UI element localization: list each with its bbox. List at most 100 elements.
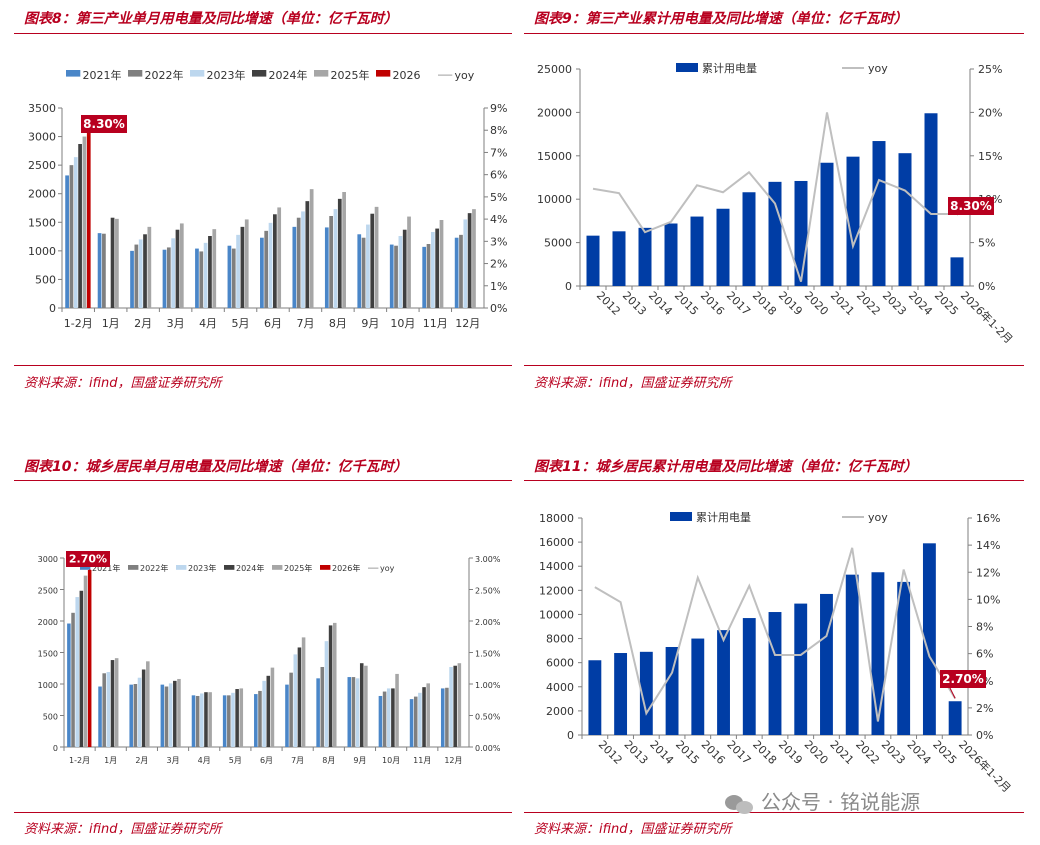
bar xyxy=(208,692,212,747)
bar xyxy=(386,688,391,747)
bar xyxy=(638,227,652,286)
bar xyxy=(141,669,146,747)
x-tick-label: 2022 xyxy=(854,289,883,318)
x-tick-label: 12月 xyxy=(455,317,480,330)
legend-label: 2022年 xyxy=(145,68,184,82)
legend-label: 2023年 xyxy=(188,563,216,573)
bar xyxy=(266,675,271,747)
legend-label: yoy xyxy=(868,511,888,524)
y2-tick-label: 12% xyxy=(976,566,1000,579)
y-tick-label: 1000 xyxy=(38,681,58,690)
legend-swatch xyxy=(272,565,283,570)
bar xyxy=(289,672,293,747)
x-tick-label: 4月 xyxy=(198,756,211,765)
bar xyxy=(296,217,301,308)
bar xyxy=(254,694,258,747)
y-tick-label: 25000 xyxy=(537,63,572,76)
bar xyxy=(357,234,362,308)
y-tick-label: 0 xyxy=(565,280,572,293)
y2-tick-label: 0.50% xyxy=(475,713,501,722)
bar xyxy=(948,701,962,735)
y2-tick-label: 9% xyxy=(490,102,507,115)
legend-label: 2024年 xyxy=(269,68,308,82)
x-tick-label: 1月 xyxy=(102,317,120,330)
bar xyxy=(204,692,208,747)
bar xyxy=(166,247,171,308)
bar xyxy=(320,666,325,747)
bar xyxy=(297,647,302,747)
chart-tertiary-cumulative: 05000100001500020000250000%5%10%15%20%25… xyxy=(537,62,1016,346)
bar xyxy=(175,229,180,308)
x-tick-label: 1-2月 xyxy=(64,317,93,330)
bar xyxy=(422,687,426,747)
y2-tick-label: 25% xyxy=(978,63,1002,76)
y2-tick-label: 5% xyxy=(490,191,507,204)
bar xyxy=(203,242,208,308)
panel-tertiary-monthly: 图表8：第三产业单月用电量及同比增速（单位：亿千瓦时） 0 500 1000 1500… xyxy=(14,0,512,400)
x-tick-label: 2013 xyxy=(620,289,649,318)
bar xyxy=(364,665,368,747)
y2-tick-label: 7% xyxy=(490,146,507,159)
callout-box xyxy=(81,115,127,133)
bar xyxy=(586,235,600,286)
bar xyxy=(328,625,333,747)
bar xyxy=(102,233,106,308)
yoy-line xyxy=(592,112,957,282)
bar xyxy=(129,684,133,747)
x-tick-label: 2014 xyxy=(646,289,675,318)
bar xyxy=(459,234,463,308)
bar xyxy=(162,249,167,308)
bar xyxy=(463,219,468,308)
legend-swatch xyxy=(252,70,267,77)
bar xyxy=(97,233,102,308)
x-tick-label: 10月 xyxy=(382,756,400,765)
bar xyxy=(324,227,329,308)
y2-tick-label: 6% xyxy=(976,648,993,661)
y-tick-label: 0 xyxy=(53,744,58,753)
chart-title: 图表9：第三产业累计用电量及同比增速（单位：亿千瓦时） xyxy=(534,11,908,27)
bar xyxy=(134,244,139,308)
watermark-text: 公众号 · 铭说能源 xyxy=(761,790,921,814)
title-rule xyxy=(14,33,512,34)
y-tick-label: 2000 xyxy=(38,618,58,627)
y2-tick-label: 16% xyxy=(976,512,1000,525)
y2-tick-label: 3% xyxy=(490,235,507,248)
legend-label: 2026年 xyxy=(332,563,360,573)
bar xyxy=(924,113,938,286)
bar xyxy=(231,248,236,308)
y-tick-label: 500 xyxy=(35,273,56,286)
legend-swatch xyxy=(320,565,331,570)
legend-label: 2023年 xyxy=(207,68,246,82)
y-tick-label: 3000 xyxy=(38,555,58,564)
legend-label: 2024年 xyxy=(236,563,264,573)
callout-label: 2.70% xyxy=(942,672,984,686)
bar xyxy=(164,686,169,747)
bar xyxy=(301,637,306,747)
bar xyxy=(227,245,232,308)
y-tick-label: 6000 xyxy=(546,657,574,670)
legend-swatch xyxy=(176,565,187,570)
x-tick-label: 2021 xyxy=(828,289,857,318)
bar xyxy=(273,214,277,308)
bar xyxy=(742,192,756,286)
bar xyxy=(268,222,273,308)
bar xyxy=(614,653,628,735)
bar xyxy=(332,622,337,747)
x-tick-label: 3月 xyxy=(167,317,185,330)
bar xyxy=(871,572,885,735)
callout-label: 8.30% xyxy=(83,117,125,131)
bar xyxy=(147,226,152,308)
callout-label: 8.30% xyxy=(950,199,992,213)
y-tick-label: 1500 xyxy=(28,216,56,229)
bar xyxy=(106,672,111,747)
legend-label: 2025年 xyxy=(331,68,370,82)
x-tick-label: 2016 xyxy=(698,289,727,318)
legend-label: yoy xyxy=(455,69,475,82)
bar xyxy=(69,165,74,308)
source-rule xyxy=(524,365,1024,366)
x-tick-label: 11月 xyxy=(413,756,431,765)
bar xyxy=(231,692,235,747)
bar xyxy=(378,695,383,747)
bar xyxy=(309,189,314,308)
y-tick-label: 1500 xyxy=(38,650,58,659)
